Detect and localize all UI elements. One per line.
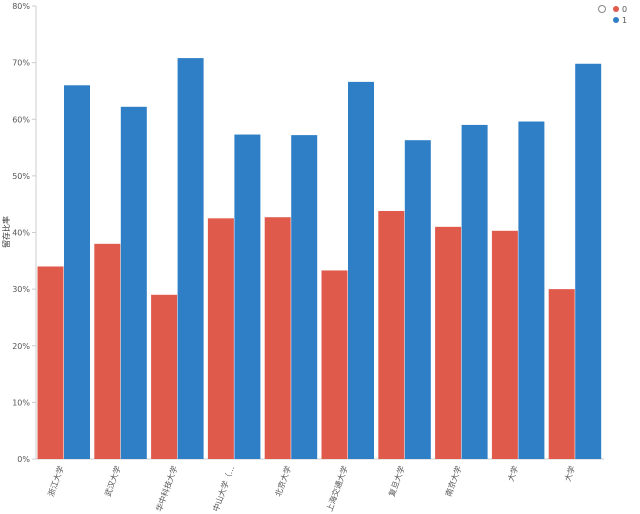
x-tick-label: 大学	[562, 464, 577, 482]
bar-series-1[interactable]	[404, 140, 431, 460]
bar-series-0[interactable]	[94, 243, 121, 459]
x-tick-label: 复旦大学	[386, 464, 406, 497]
x-tick-label: 中山大学（…	[210, 464, 236, 513]
x-axis-labels: 浙江大学 武汉大学 华中科技大学 中山大学（… 北京大学 上海交通大学 复旦大学 南京大学 大学…	[46, 464, 578, 513]
bar-series-1[interactable]	[234, 134, 261, 459]
bar-series-0[interactable]	[151, 294, 178, 459]
bar-series-0[interactable]	[37, 266, 64, 459]
bar-series-1[interactable]	[120, 106, 147, 459]
x-tick-label: 北京大学	[273, 464, 293, 497]
bar-series-1[interactable]	[348, 81, 374, 459]
bar-series-1[interactable]	[461, 124, 488, 459]
bar-series-0[interactable]	[435, 226, 462, 459]
y-tick-label: 40%	[12, 229, 30, 238]
bar-series-0[interactable]	[321, 270, 348, 459]
y-tick-label: 80%	[12, 2, 30, 11]
y-tick-label: 60%	[12, 115, 30, 124]
y-tick-label: 70%	[12, 59, 30, 68]
bar-series-1[interactable]	[518, 121, 545, 459]
legend-label[interactable]: 1	[622, 16, 627, 25]
legend[interactable]: 01	[598, 5, 628, 25]
y-tick-label: 0%	[17, 455, 30, 464]
y-tick-label: 20%	[12, 342, 30, 351]
bars-group	[37, 58, 602, 460]
bar-series-0[interactable]	[378, 210, 405, 459]
x-tick-label: 武汉大学	[102, 464, 122, 497]
x-tick-label: 浙江大学	[46, 464, 66, 497]
legend-swatch[interactable]	[613, 17, 619, 23]
x-tick-label: 南京大学	[443, 464, 463, 497]
y-tick-label: 10%	[12, 398, 30, 407]
bar-series-1[interactable]	[575, 63, 602, 459]
y-axis-ticks: 0% 10% 20% 30% 40% 50% 60% 70% 80%	[12, 2, 36, 464]
bar-series-0[interactable]	[264, 217, 291, 459]
y-tick-label: 50%	[12, 172, 30, 181]
x-tick-label: 上海交通大学	[324, 464, 350, 513]
bar-series-0[interactable]	[207, 218, 234, 459]
y-axis-label: 留存比率	[1, 216, 11, 248]
legend-label[interactable]: 0	[622, 5, 627, 14]
x-tick-label: 大学	[505, 464, 520, 482]
y-tick-label: 30%	[12, 285, 30, 294]
x-tick-label: 华中科技大学	[154, 464, 180, 513]
legend-swatch[interactable]	[613, 6, 619, 12]
bar-series-0[interactable]	[548, 289, 575, 459]
legend-toggle-icon[interactable]	[598, 5, 606, 13]
bar-series-1[interactable]	[177, 58, 204, 459]
bar-series-0[interactable]	[491, 230, 518, 459]
bar-series-1[interactable]	[291, 135, 318, 460]
bar-series-1[interactable]	[64, 85, 90, 460]
